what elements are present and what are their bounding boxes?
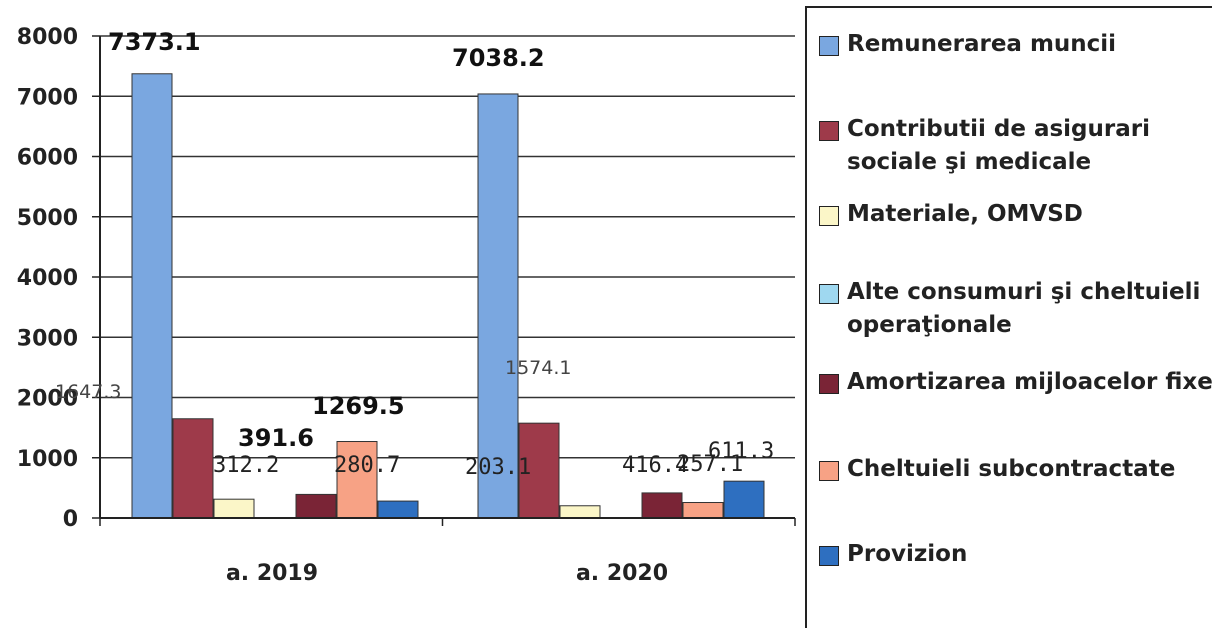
bar-1-2	[559, 505, 601, 519]
bar-1-5	[682, 502, 724, 519]
legend-swatch	[819, 121, 839, 141]
legend-label: Amortizarea mijloacelor fixe	[847, 369, 1212, 395]
y-axis-ticks: 0 1000 2000 3000 4000 5000 6000 7000 8000	[17, 25, 100, 532]
bar-0-0	[131, 73, 173, 519]
y-tick-label: 3000	[17, 326, 78, 351]
legend-item: Provizion	[819, 538, 1212, 571]
bar-1-6	[723, 480, 765, 519]
legend: Remunerarea muncii Contributii de asigura…	[805, 6, 1212, 628]
y-tick-label: 1000	[17, 447, 78, 472]
y-tick-label: 8000	[17, 25, 78, 50]
legend-swatch	[819, 374, 839, 394]
legend-swatch	[819, 546, 839, 566]
data-label: 257.1	[677, 452, 743, 477]
y-tick-label: 5000	[17, 206, 78, 231]
legend-swatch	[819, 36, 839, 56]
category-labels: a. 2019 a. 2020	[226, 561, 668, 586]
data-label: 1269.5	[312, 392, 405, 420]
data-labels: 7373.1 7038.2 1647.3 1574.1 312.2 203.1 391.6 4…	[55, 28, 774, 480]
bar-1-4	[641, 492, 683, 519]
bar-0-4	[295, 493, 337, 519]
y-tick-label: 6000	[17, 146, 78, 171]
legend-label: Remunerarea muncii	[847, 31, 1117, 57]
legend-label: Alte consumuri şi cheltuieli operaţional…	[847, 279, 1201, 338]
legend-swatch	[819, 461, 839, 481]
legend-swatch	[819, 206, 839, 226]
legend-label: Cheltuieli subcontractate	[847, 456, 1176, 482]
bar-1-0	[477, 93, 519, 519]
x-category-label: a. 2020	[576, 561, 668, 586]
legend-item: Remunerarea muncii	[819, 28, 1212, 61]
data-label: 7373.1	[108, 28, 201, 56]
data-label: 1574.1	[505, 357, 571, 379]
data-label: 203.1	[465, 455, 531, 480]
y-tick-label: 4000	[17, 266, 78, 291]
bar-0-6	[377, 500, 419, 519]
y-tick-label: 0	[63, 507, 78, 532]
legend-item: Materiale, OMVSD	[819, 198, 1212, 231]
gridlines	[100, 35, 795, 459]
y-tick-label: 2000	[17, 387, 78, 412]
y-tick-label: 7000	[17, 85, 78, 110]
legend-label: Provizion	[847, 541, 968, 567]
legend-swatch	[819, 284, 839, 304]
bar-0-2	[213, 498, 255, 519]
legend-item: Contributii de asigurari sociale şi medi…	[819, 113, 1212, 179]
data-label: 7038.2	[452, 44, 545, 72]
legend-item: Alte consumuri şi cheltuieli operaţional…	[819, 276, 1212, 342]
legend-item: Cheltuieli subcontractate	[819, 453, 1212, 486]
legend-label: Contributii de asigurari sociale şi medi…	[847, 116, 1150, 175]
data-label: 312.2	[213, 453, 279, 478]
bar-0-5	[336, 441, 378, 519]
legend-label: Materiale, OMVSD	[847, 201, 1083, 227]
axes	[99, 36, 796, 526]
bars	[131, 73, 765, 519]
bar-1-1	[518, 422, 560, 519]
data-label: 611.3	[708, 439, 774, 464]
bar-chart: 0 1000 2000 3000 4000 5000 6000 7000 8000 a. 201…	[17, 25, 796, 586]
bar-0-1	[172, 418, 214, 519]
x-category-label: a. 2019	[226, 561, 318, 586]
legend-item: Amortizarea mijloacelor fixe	[819, 366, 1212, 399]
data-label: 280.7	[334, 453, 400, 478]
data-label: 391.6	[238, 424, 314, 452]
data-label: 1647.3	[55, 381, 121, 403]
data-label: 416.4	[622, 453, 688, 478]
